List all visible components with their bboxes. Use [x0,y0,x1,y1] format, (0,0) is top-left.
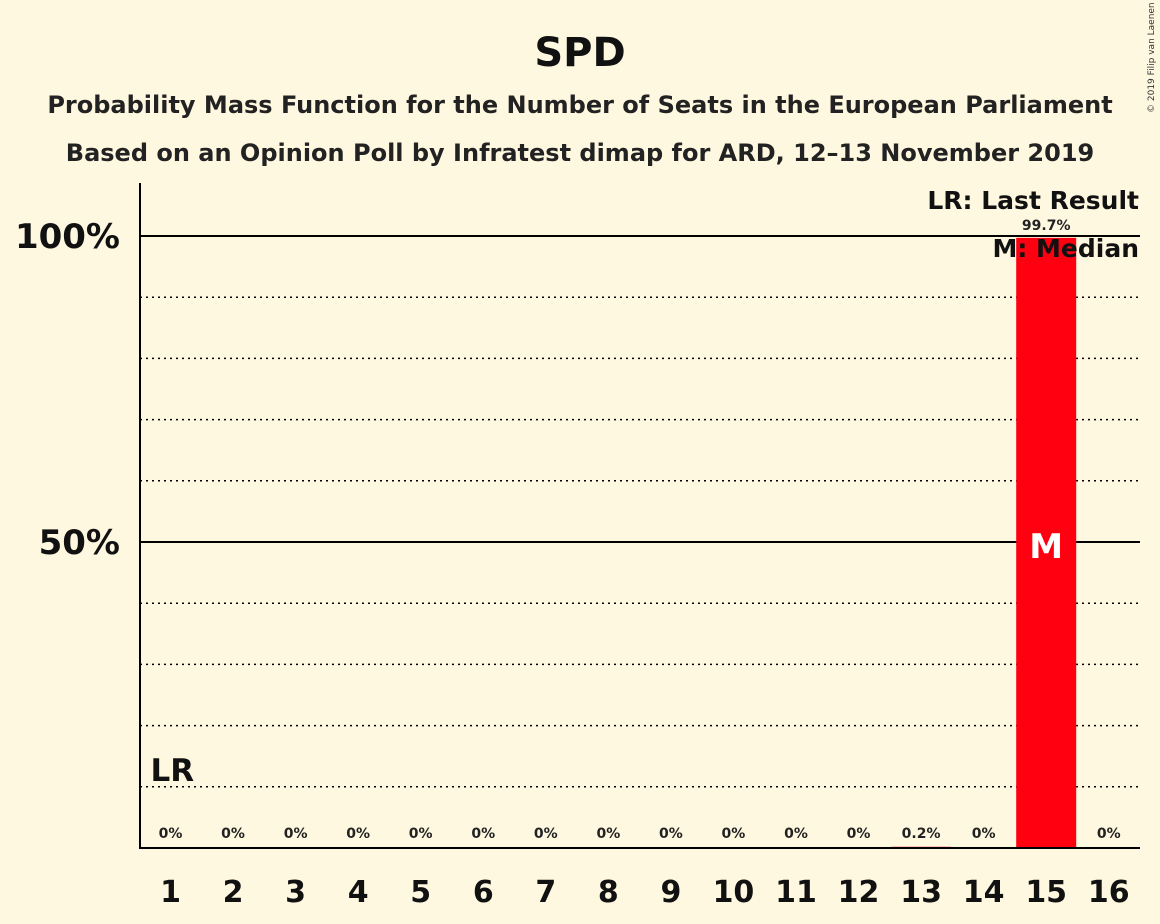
bar-value-label: 0% [722,826,746,842]
bar-value-label: 0% [1097,826,1121,842]
bar-value-label: 0% [784,826,808,842]
x-tick-label: 1 [160,875,181,910]
bar-value-label: 0% [847,826,871,842]
gridlines [140,235,1140,788]
x-tick-label: 12 [838,875,880,910]
x-tick-label: 10 [713,875,755,910]
x-tick-label: 4 [348,875,369,910]
copyright-notice: © 2019 Filip van Laenen [1147,2,1157,113]
bars [891,237,1077,848]
bar [1016,237,1077,848]
legend-entry: M: Median [992,234,1139,263]
bar-value-label: 0.2% [902,826,941,842]
bar-value-label: 0% [659,826,683,842]
x-tick-labels: 1 2 3 4 5 6 7 8 9 10 11 12 13 14 15 16 [160,875,1130,910]
x-tick-label: 8 [598,875,619,910]
median-marker: M [1029,527,1063,567]
bar-value-label: 0% [284,826,308,842]
x-tick-label: 11 [775,875,817,910]
x-tick-label: 7 [535,875,556,910]
chart-subtitle-line2: Based on an Opinion Poll by Infratest di… [66,139,1094,167]
x-tick-label: 2 [223,875,244,910]
markers: LR M [151,527,1064,789]
x-tick-label: 13 [900,875,942,910]
chart-subtitle-line1: Probability Mass Function for the Number… [47,91,1112,119]
x-tick-label: 6 [473,875,494,910]
y-tick-label: 100% [15,217,120,257]
x-tick-label: 15 [1025,875,1067,910]
x-tick-label: 16 [1088,875,1130,910]
bar-value-label: 0% [596,826,620,842]
bar-value-label: 0% [534,826,558,842]
last-result-marker: LR [151,753,195,789]
bar-value-label: 99.7% [1022,218,1071,234]
x-tick-label: 3 [285,875,306,910]
x-tick-label: 9 [660,875,681,910]
chart-title: SPD [534,30,625,76]
bar-value-label: 0% [221,826,245,842]
bar-value-label: 0% [409,826,433,842]
y-tick-labels: 50% 100% [15,217,120,563]
y-tick-label: 50% [39,523,120,563]
legend-entry: LR: Last Result [927,186,1139,215]
value-labels: 0% 0% 0% 0% 0% 0% 0% 0% 0% 0% 0% 0% 0.2% 0% 99.7% 0% [159,218,1121,842]
x-tick-label: 14 [963,875,1005,910]
bar-value-label: 0% [471,826,495,842]
x-tick-label: 5 [410,875,431,910]
bar-value-label: 0% [346,826,370,842]
bar-value-label: 0% [972,826,996,842]
legend: LR: Last Result M: Median [927,186,1139,263]
bar-value-label: 0% [159,826,183,842]
